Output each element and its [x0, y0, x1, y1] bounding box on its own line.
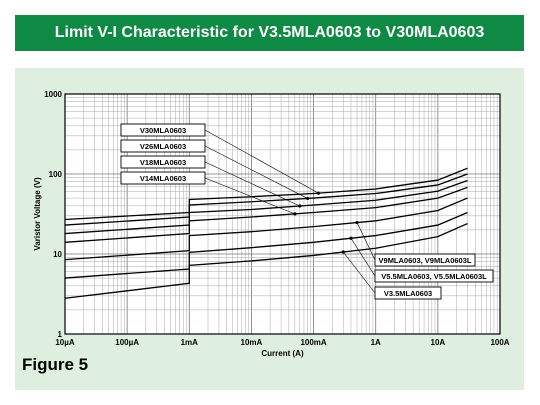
series-label-box [374, 253, 476, 267]
x-tick-label: 100mA [300, 338, 326, 347]
x-axis-label: Current (A) [261, 349, 304, 358]
leader-line [342, 251, 376, 294]
leader-arrow [316, 191, 321, 195]
series-label-box [374, 269, 494, 283]
y-tick-label: 100 [49, 170, 63, 179]
series-label-box [120, 155, 206, 169]
series-label: V18MLA0603 [140, 158, 186, 167]
series-label: V26MLA0603 [140, 142, 186, 151]
series-layer [64, 167, 468, 299]
leader-line [350, 238, 376, 277]
leader-arrow [293, 212, 297, 216]
series-line [64, 222, 468, 299]
series-label: V3.5MLA0603 [384, 289, 432, 298]
leader-line [356, 222, 376, 261]
x-tick-label: 1mA [181, 338, 199, 347]
chart-title: Limit V-I Characteristic for V3.5MLA0603… [54, 24, 485, 41]
leader-line [204, 129, 319, 194]
y-tick-label: 10 [53, 250, 62, 259]
figure-label: Figure 5 [22, 355, 89, 374]
series-label: V14MLA0603 [140, 174, 186, 183]
y-tick-label: 1000 [44, 90, 62, 99]
leader-arrow [305, 196, 310, 201]
series-label-box [374, 286, 442, 300]
x-tick-label: 10µA [55, 338, 75, 347]
title-bar: Limit V-I Characteristic for V3.5MLA0603… [15, 15, 524, 51]
leader-line [204, 177, 295, 215]
series-label: V30MLA0603 [140, 126, 186, 135]
y-axis-label: Varistor Voltage (V) [33, 177, 42, 251]
leader-arrow [341, 250, 345, 254]
plot-frame [64, 93, 501, 335]
series-line [64, 197, 468, 261]
series-label-box [120, 123, 206, 137]
x-tick-label: 100µA [115, 338, 139, 347]
leader-line [204, 145, 308, 199]
series-label: V5.5MLA0603, V5.5MLA0603L [381, 272, 487, 281]
series-label: V9MLA0603, V9MLA0603L [379, 256, 472, 265]
series-line [64, 186, 468, 243]
series-label-box [120, 171, 206, 185]
series-labels: V30MLA0603 V26MLA0603 V18MLA0603 V14MLA0603… [120, 123, 494, 300]
leader-arrow [349, 236, 353, 240]
series-label-box [120, 139, 206, 153]
leader-arrow [298, 204, 302, 208]
x-tick-label: 100A [490, 338, 509, 347]
leader-line [204, 161, 300, 207]
y-tick-label: 1 [58, 330, 63, 339]
x-tick-label: 1A [371, 338, 381, 347]
tick-labels: 10µA 100µA 1mA 10mA 100mA 1A 10A 100A 1 10 100 1000 [44, 90, 510, 347]
leader-arrow [355, 220, 359, 225]
x-tick-label: 10mA [241, 338, 263, 347]
x-tick-label: 10A [431, 338, 446, 347]
